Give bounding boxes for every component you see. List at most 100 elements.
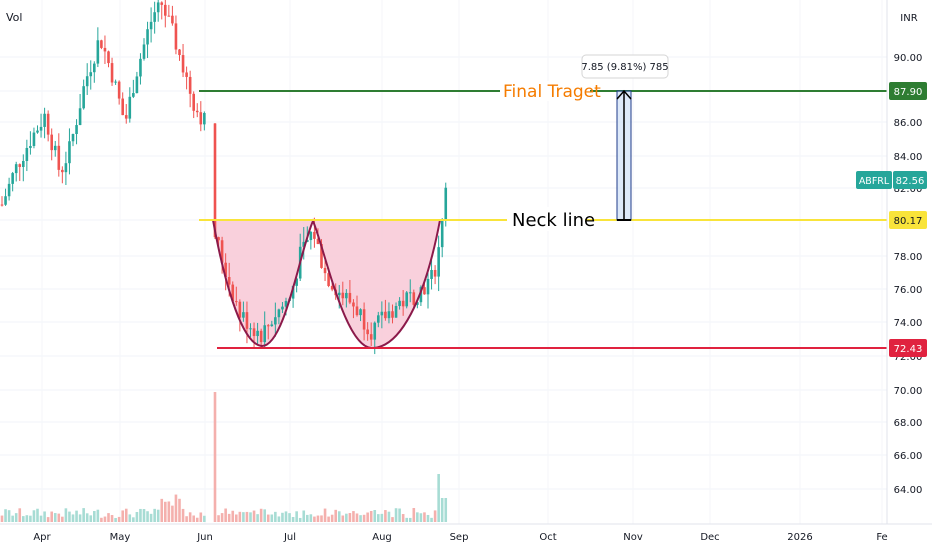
candle-body: [341, 292, 345, 299]
candle-body: [181, 55, 185, 73]
volume-bar: [302, 510, 306, 522]
last-price-badge: [893, 171, 927, 189]
candle-body: [85, 76, 89, 87]
volume-bar: [426, 514, 430, 522]
candle-body: [327, 273, 330, 286]
volume-bar: [405, 517, 408, 522]
candle-body: [227, 277, 231, 285]
volume-bar: [256, 514, 259, 522]
candle-body: [135, 76, 139, 94]
candle-body: [78, 108, 82, 126]
candle-body: [405, 292, 408, 307]
candle-body: [64, 163, 68, 173]
volume-bar: [11, 515, 14, 522]
candle-body: [75, 125, 78, 135]
candle-body: [29, 145, 32, 148]
volume-bar: [43, 511, 46, 522]
volume-bar: [384, 510, 387, 522]
volume-bar: [277, 516, 281, 522]
volume-bar: [164, 501, 167, 522]
price-tick-label: 70.00: [894, 386, 923, 397]
volume-bar: [100, 517, 103, 522]
volume-bar: [71, 514, 75, 522]
candle-body: [245, 312, 249, 329]
volume-bar: [309, 514, 313, 522]
candle-body: [277, 309, 281, 318]
candle-body: [93, 63, 96, 73]
volume-bar: [85, 513, 89, 522]
time-axis[interactable]: [0, 524, 932, 550]
plot-area[interactable]: [0, 0, 887, 524]
volume-bar: [440, 498, 444, 522]
volume-bar: [64, 508, 68, 522]
candle-body: [256, 330, 259, 337]
volume-bar: [96, 509, 100, 522]
volume-bar: [132, 517, 135, 522]
time-tick-label: May: [110, 532, 131, 543]
volume-bar: [359, 515, 362, 522]
volume-bar: [408, 517, 412, 522]
candle-body: [302, 241, 306, 247]
candle-body: [355, 306, 359, 316]
volume-bar: [380, 513, 384, 522]
volume-bar: [274, 511, 277, 522]
final-target-badge: [889, 82, 927, 100]
volume-bar: [82, 508, 85, 522]
candle-body: [121, 98, 124, 116]
candle-body: [249, 328, 252, 330]
candle-body: [369, 334, 373, 340]
candle-body: [185, 72, 188, 77]
volume-bar: [369, 510, 373, 522]
candle-body: [61, 169, 64, 173]
volume-bar: [224, 508, 227, 522]
volume-bar: [160, 498, 164, 522]
volume-bar: [107, 513, 110, 522]
volume-bar: [7, 510, 11, 522]
volume-bar: [53, 513, 57, 522]
candle-body: [252, 328, 256, 337]
volume-bar: [124, 508, 128, 522]
volume-bar: [199, 512, 203, 522]
time-tick-label: Dec: [700, 532, 719, 543]
measure-label: 7.85 (9.81%) 785: [581, 62, 668, 73]
volume-bar: [50, 511, 53, 522]
volume-bar: [174, 494, 178, 522]
volume-bar: [242, 512, 245, 522]
support-badge: [889, 339, 927, 357]
candle-body: [320, 243, 323, 268]
candle-body: [238, 301, 242, 318]
volume-bar: [68, 511, 71, 522]
candle-body: [50, 134, 53, 151]
candle-body: [391, 311, 394, 318]
volume-bar: [252, 510, 256, 522]
candle-body: [426, 278, 430, 295]
volume-bar: [423, 512, 426, 522]
volume-bar: [345, 513, 348, 522]
candle-body: [437, 247, 440, 277]
svg-text:80.17: 80.17: [894, 216, 923, 227]
volume-bar: [146, 511, 149, 522]
volume-bar: [291, 517, 295, 522]
candle-body: [167, 15, 171, 17]
volume-bar: [117, 516, 121, 522]
volume-bar: [14, 513, 18, 522]
volume-bar: [412, 508, 416, 522]
volume-bar: [231, 510, 235, 522]
volume-bar: [121, 510, 124, 522]
volume-bar: [46, 517, 50, 522]
volume-bar: [75, 510, 78, 522]
volume-bar: [270, 514, 274, 522]
candle-body: [373, 322, 377, 340]
candle-body: [266, 325, 270, 327]
time-tick-label: Nov: [623, 532, 643, 543]
volume-bar: [313, 516, 316, 522]
candle-body: [174, 23, 178, 50]
volume-bar: [61, 516, 64, 522]
candle-body: [384, 311, 387, 319]
volume-bar: [259, 508, 263, 522]
measure-arrow-icon: [616, 89, 632, 100]
candle-body: [46, 113, 50, 135]
volume-bar: [32, 510, 36, 522]
candle-body: [231, 284, 235, 302]
